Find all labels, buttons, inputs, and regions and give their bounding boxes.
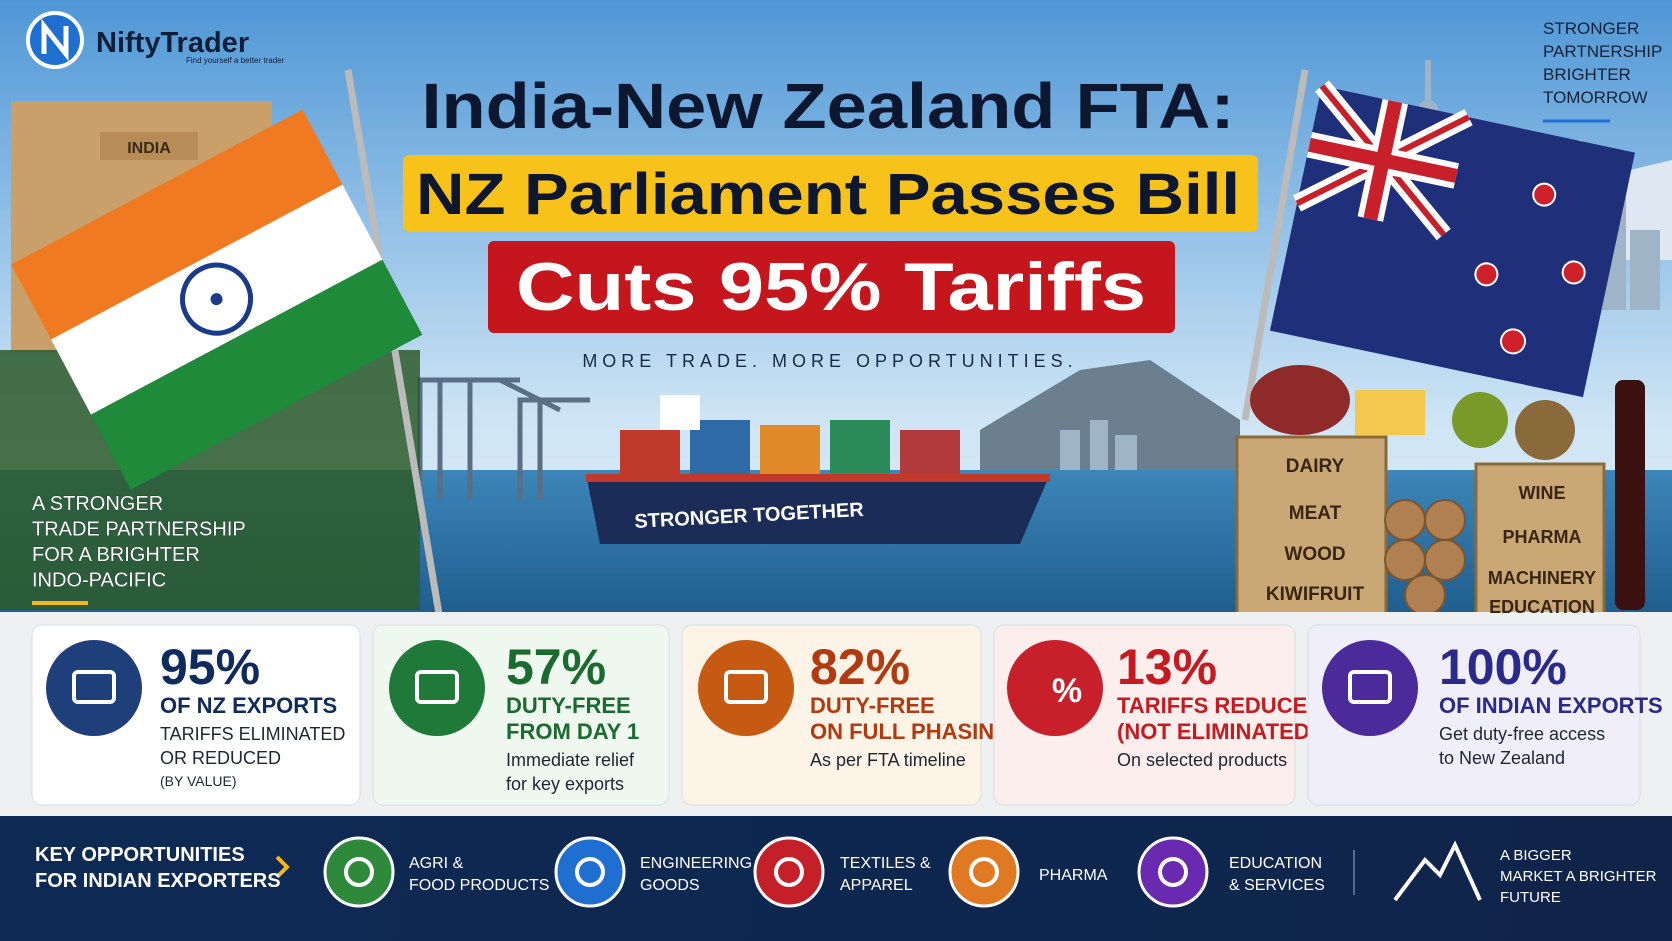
side-note: FOR A BRIGHTER: [32, 544, 200, 566]
stat-icon-glyph: [72, 670, 116, 704]
opportunity-label: APPAREL: [840, 877, 913, 894]
opportunity-icon: [753, 836, 825, 908]
logo-glyph: [41, 18, 69, 62]
crate-label: PHARMA: [1503, 527, 1582, 547]
stat-icon-glyph: [415, 670, 459, 704]
opportunity-glyph: [1158, 857, 1188, 887]
opportunity-label: & SERVICES: [1229, 877, 1325, 894]
stat-detail: As per FTA timeline: [810, 750, 966, 770]
footer-heading: KEY OPPORTUNITIES: [35, 844, 245, 866]
crate-label: KIWIFRUIT: [1266, 584, 1365, 605]
stat-icon-glyph: [724, 670, 768, 704]
cards: 95%OF NZ EXPORTS TARIFFS ELIMINATED OR RED…: [31, 624, 1663, 806]
stat-headline: DUTY-FREE: [810, 693, 935, 718]
side-note: A STRONGER: [32, 493, 163, 515]
corner-tagline: TOMORROW: [1543, 88, 1648, 107]
opportunity-label: PHARMA: [1039, 867, 1108, 884]
stat-detail: to New Zealand: [1439, 748, 1565, 768]
opportunity-icon: [1137, 836, 1209, 908]
stat-detail: OR REDUCED: [160, 748, 281, 768]
opportunity-glyph: [774, 857, 804, 887]
footer-closing: FUTURE: [1500, 889, 1561, 906]
stat-value: 95%: [160, 639, 260, 695]
opportunity-label: EDUCATION: [1229, 855, 1322, 872]
stat-value: 82%: [810, 639, 910, 695]
opportunity-label: GOODS: [640, 877, 700, 894]
opportunity-label: ENGINEERING: [640, 855, 752, 872]
opportunity-label: TEXTILES &: [840, 855, 931, 872]
crate-label: MACHINERY: [1488, 568, 1596, 588]
stat-detail: Immediate relief: [506, 750, 635, 770]
stat-detail: Get duty-free access: [1439, 724, 1605, 744]
side-note: TRADE PARTNERSHIP: [32, 519, 246, 541]
footer-closing: A BIGGER: [1500, 847, 1572, 864]
stat-detail: TARIFFS ELIMINATED: [160, 724, 345, 744]
stat-headline: OF INDIAN EXPORTS: [1439, 693, 1663, 718]
stat-note: (BY VALUE): [160, 773, 237, 789]
stat-icon: [46, 640, 142, 736]
stat-icon-glyph: [1348, 670, 1392, 704]
stat-value: 13%: [1117, 639, 1217, 695]
title-line: NZ Parliament Passes Bill: [416, 162, 1240, 227]
stat-icon: [389, 640, 485, 736]
stat-icon: [1007, 640, 1103, 736]
opportunity-label: AGRI &: [409, 855, 464, 872]
crate-label: DAIRY: [1286, 456, 1345, 477]
logo-tagline: Find yourself a better trader: [186, 56, 285, 65]
opportunity-label: FOOD PRODUCTS: [409, 877, 549, 894]
crate-label: WOOD: [1284, 544, 1345, 565]
side-note: INDO-PACIFIC: [32, 570, 166, 592]
title-line: India-New Zealand FTA:: [422, 70, 1235, 142]
title-highlight: [488, 241, 1175, 333]
corner-tagline: BRIGHTER: [1543, 65, 1631, 84]
crate-label: WINE: [1519, 483, 1566, 503]
footer-closing: MARKET A BRIGHTER: [1500, 868, 1657, 885]
stat-headline: FROM DAY 1: [506, 719, 639, 744]
stat-icon-text: %: [1052, 672, 1082, 710]
stat-icon: [1322, 640, 1418, 736]
crate-label: EDUCATION: [1489, 597, 1595, 617]
corner-tagline: PARTNERSHIP: [1543, 42, 1662, 61]
stat-detail: On selected products: [1117, 750, 1287, 770]
subtitle: MORE TRADE. MORE OPPORTUNITIES.: [582, 351, 1077, 371]
opportunity-icon: [554, 836, 626, 908]
opportunity-glyph: [575, 857, 605, 887]
produce: [1250, 365, 1645, 610]
india-flag: [11, 109, 423, 490]
footer-heading: FOR INDIAN EXPORTERS: [35, 870, 281, 892]
gate-label: INDIA: [127, 140, 171, 157]
opportunity-icon: [323, 836, 395, 908]
footer-band: [0, 816, 1672, 941]
logo-brand: NiftyTrader: [96, 27, 249, 59]
stat-icon: [698, 640, 794, 736]
flag-pole: [1241, 69, 1309, 421]
stat-value: 57%: [506, 639, 606, 695]
crate: [1474, 462, 1606, 620]
stat-headline: (NOT ELIMINATED): [1117, 719, 1317, 744]
corner-tagline: STRONGER: [1543, 19, 1639, 38]
stat-headline: TARIFFS REDUCED: [1117, 693, 1323, 718]
mountain-icon: [1393, 840, 1482, 902]
stat-value: 100%: [1439, 639, 1567, 695]
opportunity-glyph: [344, 857, 374, 887]
stat-headline: ON FULL PHASING: [810, 719, 1011, 744]
crate-label: MEAT: [1289, 503, 1342, 524]
title-highlight: [403, 155, 1258, 232]
title-line: Cuts 95% Tariffs: [516, 249, 1146, 325]
chevron: [275, 855, 290, 879]
ship: [586, 395, 1050, 544]
hills: [980, 360, 1240, 470]
nz-flag: [1269, 80, 1635, 398]
logs: [1384, 499, 1466, 616]
stat-headline: DUTY-FREE: [506, 693, 631, 718]
stat-headline: OF NZ EXPORTS: [160, 693, 337, 718]
stat-detail: for key exports: [506, 774, 624, 794]
opportunity-icon: [948, 836, 1020, 908]
opportunity-glyph: [969, 857, 999, 887]
